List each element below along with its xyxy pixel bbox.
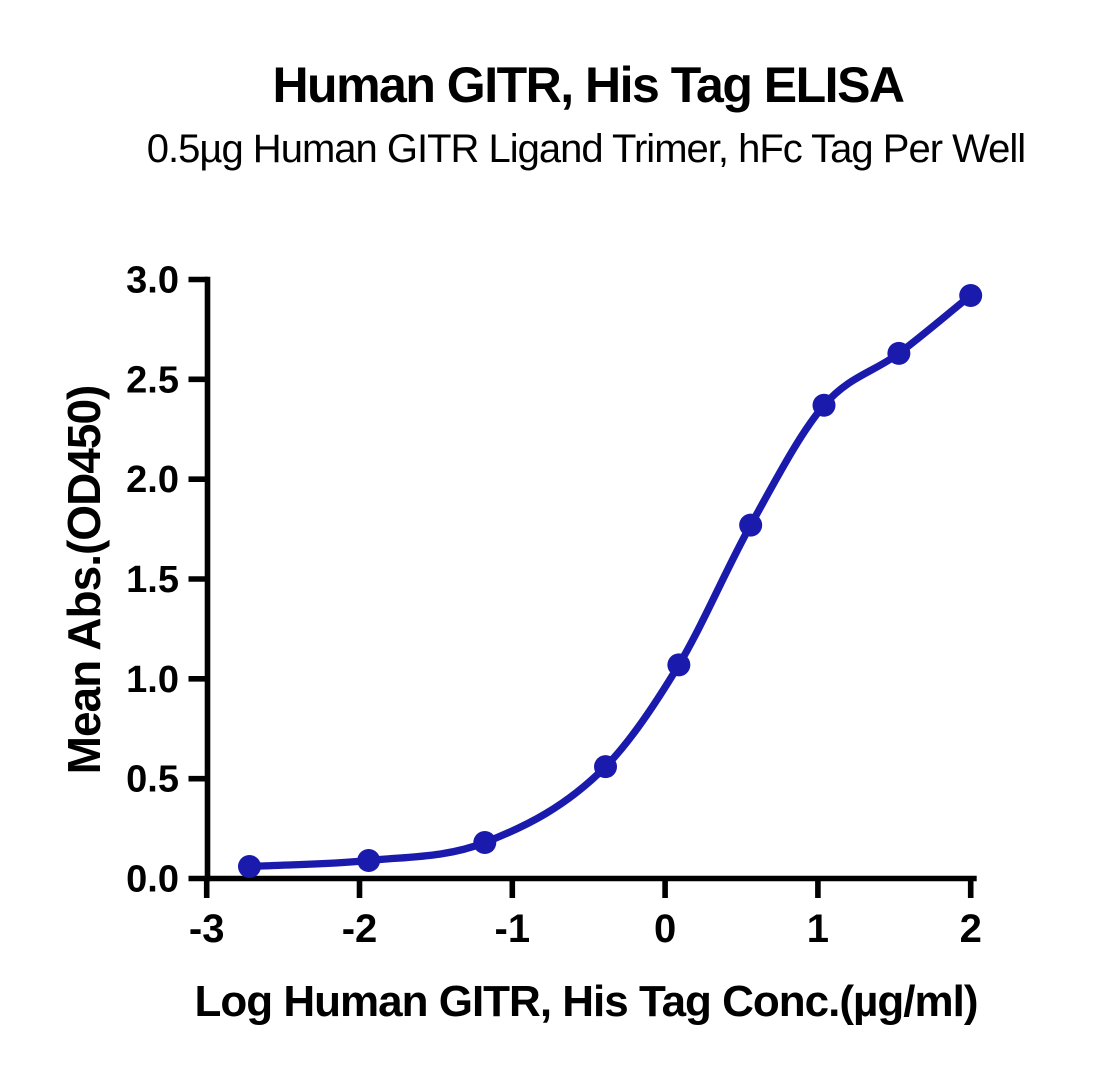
data-point xyxy=(237,855,261,879)
x-tick-label: -1 xyxy=(495,907,531,951)
data-point xyxy=(357,849,381,873)
y-tick-label: 2.0 xyxy=(126,459,179,501)
y-tick-label: 3.0 xyxy=(126,259,179,301)
data-point xyxy=(959,283,983,307)
chart-title: Human GITR, His Tag ELISA xyxy=(272,57,903,113)
y-tick-label: 0.5 xyxy=(126,759,179,801)
y-axis-ticks: 0.0 0.5 1.0 1.5 2.0 2.5 3.0 xyxy=(126,259,208,901)
y-tick-label: 2.5 xyxy=(126,359,179,401)
y-tick-label: 1.5 xyxy=(126,559,179,601)
x-tick-label: 2 xyxy=(960,907,982,951)
axes xyxy=(204,276,977,882)
data-point xyxy=(667,653,691,677)
x-axis-title: Log Human GITR, His Tag Conc.(µg/ml) xyxy=(195,977,978,1026)
y-tick-label: 1.0 xyxy=(126,659,179,701)
data-point xyxy=(473,831,497,855)
x-axis-ticks: -3 -2 -1 0 1 2 xyxy=(189,878,982,951)
x-tick-label: -2 xyxy=(342,907,378,951)
data-points xyxy=(237,283,983,879)
sigmoid-curve xyxy=(245,291,975,871)
chart-subtitle: 0.5µg Human GITR Ligand Trimer, hFc Tag … xyxy=(147,127,1025,171)
y-tick-label: 0.0 xyxy=(126,859,179,901)
x-tick-label: 0 xyxy=(654,907,676,951)
data-point xyxy=(887,341,911,365)
x-tick-label: -3 xyxy=(189,907,225,951)
data-point xyxy=(739,513,763,537)
y-axis-title: Mean Abs.(OD450) xyxy=(58,386,110,775)
x-tick-label: 1 xyxy=(807,907,829,951)
data-point xyxy=(812,393,836,417)
data-point xyxy=(594,755,618,779)
fit-curve xyxy=(245,291,975,871)
